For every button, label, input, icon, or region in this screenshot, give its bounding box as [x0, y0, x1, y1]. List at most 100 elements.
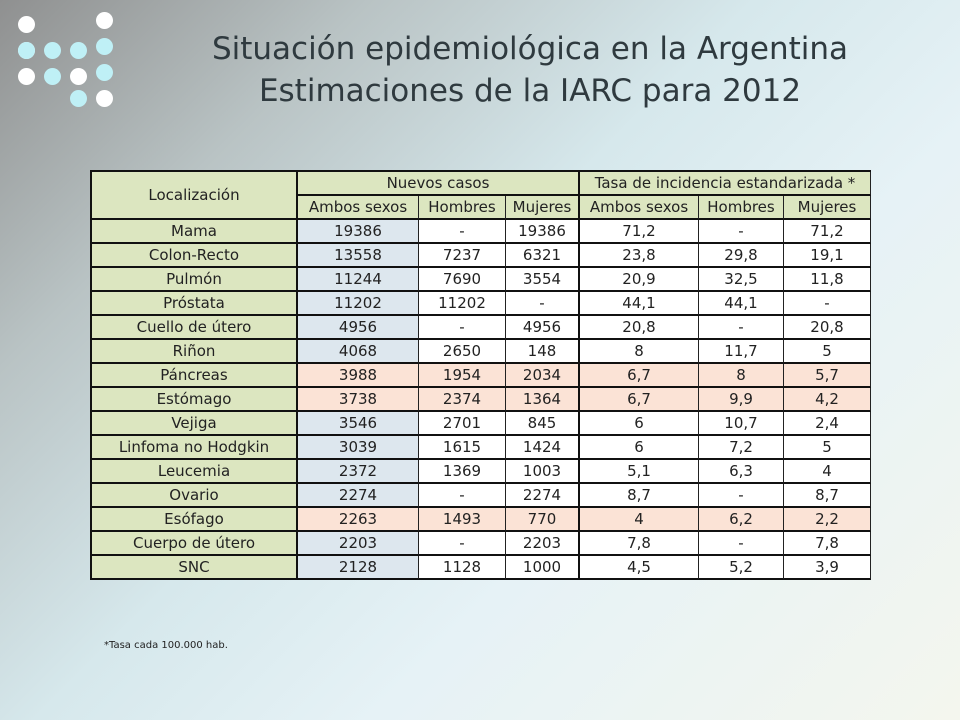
cell-casos-mujeres: 2274 — [506, 484, 580, 508]
cell-localizacion: Esófago — [92, 508, 298, 532]
cell-tasa-ambos: 8 — [580, 340, 699, 364]
cell-casos-hombres: 2701 — [419, 412, 506, 436]
cell-tasa-mujeres: 4,2 — [784, 388, 871, 412]
cell-casos-ambos: 3039 — [298, 436, 419, 460]
table-row: Vejiga 3546 2701 845 6 10,7 2,4 — [92, 412, 871, 436]
cell-localizacion: Cuerpo de útero — [92, 532, 298, 556]
cell-casos-hombres: 7237 — [419, 244, 506, 268]
cell-casos-ambos: 11244 — [298, 268, 419, 292]
table-row: Riñon 4068 2650 148 8 11,7 5 — [92, 340, 871, 364]
cell-tasa-ambos: 23,8 — [580, 244, 699, 268]
table-row: Esófago 2263 1493 770 4 6,2 2,2 — [92, 508, 871, 532]
cell-tasa-hombres: - — [699, 220, 784, 244]
cell-casos-mujeres: 4956 — [506, 316, 580, 340]
cell-localizacion: Cuello de útero — [92, 316, 298, 340]
cell-casos-ambos: 2274 — [298, 484, 419, 508]
cell-casos-ambos: 11202 — [298, 292, 419, 316]
subheader-mujeres: Mujeres — [506, 196, 580, 220]
table-row: SNC 2128 1128 1000 4,5 5,2 3,9 — [92, 556, 871, 580]
table-row: Próstata 11202 11202-44,1 44,1- — [92, 292, 871, 316]
cell-tasa-hombres: 9,9 — [699, 388, 784, 412]
subheader-tasa-mujeres: Mujeres — [784, 196, 871, 220]
cell-localizacion: SNC — [92, 556, 298, 580]
cell-localizacion: Páncreas — [92, 364, 298, 388]
cell-tasa-ambos: 44,1 — [580, 292, 699, 316]
cell-casos-mujeres: 1003 — [506, 460, 580, 484]
cell-tasa-mujeres: 5,7 — [784, 364, 871, 388]
cell-tasa-ambos: 6 — [580, 436, 699, 460]
footnote: *Tasa cada 100.000 hab. — [104, 640, 228, 651]
table-row: Pulmón 11244 7690 3554 20,9 32,5 11,8 — [92, 268, 871, 292]
cell-tasa-mujeres: 4 — [784, 460, 871, 484]
cell-casos-hombres: 1128 — [419, 556, 506, 580]
cell-tasa-hombres: - — [699, 484, 784, 508]
cell-casos-ambos: 4068 — [298, 340, 419, 364]
cell-localizacion: Vejiga — [92, 412, 298, 436]
cell-tasa-hombres: 32,5 — [699, 268, 784, 292]
cell-tasa-ambos: 8,7 — [580, 484, 699, 508]
table-row: Cuello de útero 4956-4956 20,8-20,8 — [92, 316, 871, 340]
cell-localizacion: Mama — [92, 220, 298, 244]
cell-casos-mujeres: 148 — [506, 340, 580, 364]
cell-casos-hombres: 2650 — [419, 340, 506, 364]
cell-tasa-hombres: 7,2 — [699, 436, 784, 460]
logo-dots — [18, 12, 114, 108]
cell-casos-mujeres: 1000 — [506, 556, 580, 580]
cell-tasa-hombres: 11,7 — [699, 340, 784, 364]
cell-casos-mujeres: 1364 — [506, 388, 580, 412]
cell-casos-mujeres: 6321 — [506, 244, 580, 268]
cell-tasa-hombres: 44,1 — [699, 292, 784, 316]
cell-tasa-hombres: 8 — [699, 364, 784, 388]
cell-casos-mujeres: 3554 — [506, 268, 580, 292]
table-header-row-2: Ambos sexos Hombres Mujeres Ambos sexos … — [92, 196, 871, 220]
cell-casos-ambos: 2203 — [298, 532, 419, 556]
cell-casos-mujeres: 2034 — [506, 364, 580, 388]
title-line-2: Estimaciones de la IARC para 2012 — [258, 73, 802, 109]
subheader-tasa-hombres: Hombres — [699, 196, 784, 220]
cell-tasa-hombres: 6,3 — [699, 460, 784, 484]
cell-casos-ambos: 3546 — [298, 412, 419, 436]
cell-casos-ambos: 4956 — [298, 316, 419, 340]
cell-tasa-hombres: 10,7 — [699, 412, 784, 436]
cell-casos-ambos: 2372 — [298, 460, 419, 484]
cell-localizacion: Riñon — [92, 340, 298, 364]
cell-tasa-hombres: - — [699, 532, 784, 556]
cell-tasa-ambos: 20,8 — [580, 316, 699, 340]
cell-tasa-mujeres: 20,8 — [784, 316, 871, 340]
cell-tasa-mujeres: - — [784, 292, 871, 316]
subheader-tasa-ambos-sexos: Ambos sexos — [580, 196, 699, 220]
cell-tasa-mujeres: 2,2 — [784, 508, 871, 532]
cell-tasa-ambos: 20,9 — [580, 268, 699, 292]
cell-casos-hombres: 11202 — [419, 292, 506, 316]
cell-casos-hombres: 1615 — [419, 436, 506, 460]
header-nuevos-casos: Nuevos casos — [298, 172, 580, 196]
cell-tasa-ambos: 6,7 — [580, 388, 699, 412]
cell-casos-ambos: 19386 — [298, 220, 419, 244]
header-localizacion: Localización — [92, 172, 298, 220]
cell-casos-hombres: 1369 — [419, 460, 506, 484]
page-title: Situación epidemiológica en la Argentina… — [130, 28, 930, 112]
cell-casos-mujeres: 2203 — [506, 532, 580, 556]
cell-casos-ambos: 2128 — [298, 556, 419, 580]
cell-casos-mujeres: 19386 — [506, 220, 580, 244]
cell-tasa-ambos: 7,8 — [580, 532, 699, 556]
header-tasa-incidencia: Tasa de incidencia estandarizada * — [580, 172, 871, 196]
cell-casos-mujeres: 770 — [506, 508, 580, 532]
cell-tasa-ambos: 6,7 — [580, 364, 699, 388]
subheader-hombres: Hombres — [419, 196, 506, 220]
cell-tasa-ambos: 5,1 — [580, 460, 699, 484]
title-line-1: Situación epidemiológica en la Argentina — [211, 31, 849, 67]
cell-tasa-mujeres: 19,1 — [784, 244, 871, 268]
cell-casos-hombres: 1954 — [419, 364, 506, 388]
cell-casos-ambos: 3988 — [298, 364, 419, 388]
cell-casos-hombres: 2374 — [419, 388, 506, 412]
cell-tasa-mujeres: 8,7 — [784, 484, 871, 508]
cell-tasa-mujeres: 7,8 — [784, 532, 871, 556]
cell-casos-ambos: 13558 — [298, 244, 419, 268]
cell-localizacion: Colon-Recto — [92, 244, 298, 268]
cell-localizacion: Linfoma no Hodgkin — [92, 436, 298, 460]
cell-casos-mujeres: - — [506, 292, 580, 316]
table-row: Estómago 3738 2374 1364 6,7 9,9 4,2 — [92, 388, 871, 412]
cell-casos-hombres: - — [419, 220, 506, 244]
cell-tasa-mujeres: 5 — [784, 340, 871, 364]
